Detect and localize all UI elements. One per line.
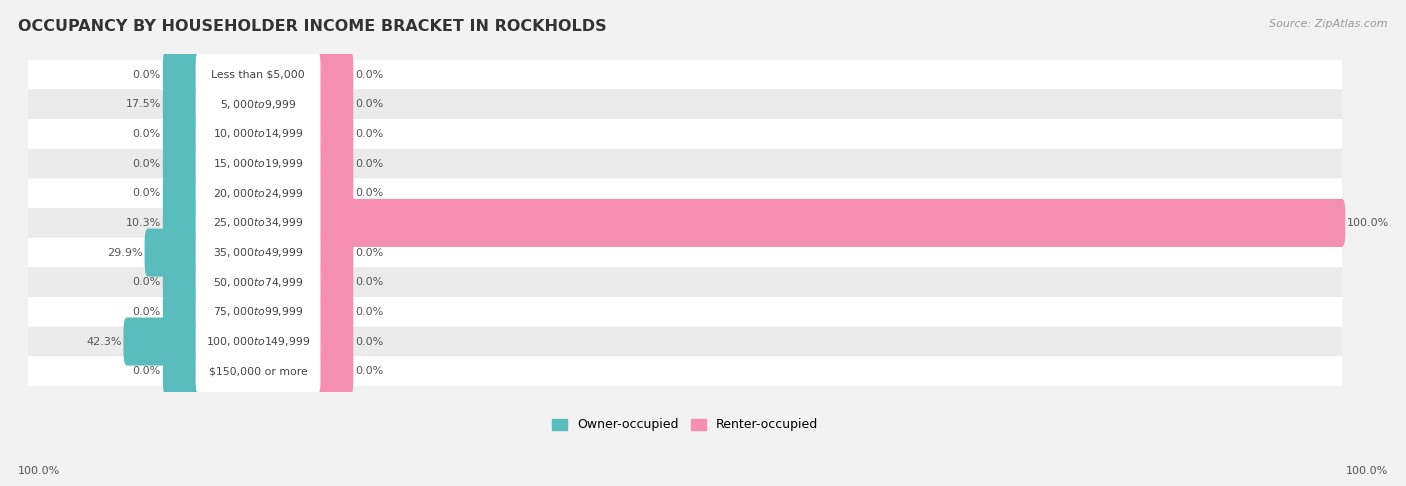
- Text: 100.0%: 100.0%: [1346, 466, 1388, 476]
- FancyBboxPatch shape: [28, 119, 1341, 149]
- FancyBboxPatch shape: [314, 139, 353, 188]
- Text: $25,000 to $34,999: $25,000 to $34,999: [212, 216, 304, 229]
- Text: 0.0%: 0.0%: [356, 336, 384, 347]
- FancyBboxPatch shape: [124, 317, 202, 365]
- Text: 29.9%: 29.9%: [107, 247, 142, 258]
- FancyBboxPatch shape: [195, 169, 321, 217]
- Text: 42.3%: 42.3%: [86, 336, 121, 347]
- Text: 0.0%: 0.0%: [132, 277, 160, 287]
- Text: $100,000 to $149,999: $100,000 to $149,999: [205, 335, 311, 348]
- FancyBboxPatch shape: [195, 347, 321, 395]
- Text: $50,000 to $74,999: $50,000 to $74,999: [212, 276, 304, 289]
- Text: 0.0%: 0.0%: [132, 69, 160, 80]
- FancyBboxPatch shape: [28, 297, 1341, 327]
- FancyBboxPatch shape: [314, 169, 353, 217]
- FancyBboxPatch shape: [163, 169, 202, 217]
- FancyBboxPatch shape: [314, 258, 353, 306]
- FancyBboxPatch shape: [195, 51, 321, 99]
- Text: 0.0%: 0.0%: [132, 129, 160, 139]
- Text: $75,000 to $99,999: $75,000 to $99,999: [212, 305, 304, 318]
- FancyBboxPatch shape: [163, 258, 202, 306]
- FancyBboxPatch shape: [163, 347, 202, 395]
- Text: 0.0%: 0.0%: [356, 129, 384, 139]
- FancyBboxPatch shape: [163, 139, 202, 188]
- Text: 0.0%: 0.0%: [356, 69, 384, 80]
- FancyBboxPatch shape: [314, 199, 1346, 247]
- Text: Less than $5,000: Less than $5,000: [211, 69, 305, 80]
- Text: 0.0%: 0.0%: [356, 99, 384, 109]
- FancyBboxPatch shape: [145, 228, 202, 277]
- FancyBboxPatch shape: [195, 199, 321, 247]
- Text: 10.3%: 10.3%: [125, 218, 160, 228]
- Text: OCCUPANCY BY HOUSEHOLDER INCOME BRACKET IN ROCKHOLDS: OCCUPANCY BY HOUSEHOLDER INCOME BRACKET …: [18, 19, 607, 35]
- FancyBboxPatch shape: [314, 317, 353, 365]
- FancyBboxPatch shape: [314, 80, 353, 128]
- Text: 0.0%: 0.0%: [132, 307, 160, 317]
- FancyBboxPatch shape: [28, 238, 1341, 267]
- Text: 0.0%: 0.0%: [132, 366, 160, 376]
- Text: $20,000 to $24,999: $20,000 to $24,999: [212, 187, 304, 200]
- Text: $35,000 to $49,999: $35,000 to $49,999: [212, 246, 304, 259]
- FancyBboxPatch shape: [195, 228, 321, 277]
- FancyBboxPatch shape: [195, 317, 321, 365]
- FancyBboxPatch shape: [314, 228, 353, 277]
- FancyBboxPatch shape: [163, 199, 202, 247]
- Text: 0.0%: 0.0%: [356, 366, 384, 376]
- Text: 0.0%: 0.0%: [132, 188, 160, 198]
- Text: 0.0%: 0.0%: [356, 247, 384, 258]
- Text: $150,000 or more: $150,000 or more: [208, 366, 308, 376]
- FancyBboxPatch shape: [163, 110, 202, 158]
- FancyBboxPatch shape: [314, 110, 353, 158]
- FancyBboxPatch shape: [195, 139, 321, 188]
- Text: 0.0%: 0.0%: [356, 188, 384, 198]
- FancyBboxPatch shape: [28, 60, 1341, 89]
- Text: 17.5%: 17.5%: [125, 99, 160, 109]
- Text: 100.0%: 100.0%: [1347, 218, 1389, 228]
- Text: 0.0%: 0.0%: [356, 158, 384, 169]
- FancyBboxPatch shape: [195, 258, 321, 306]
- FancyBboxPatch shape: [28, 149, 1341, 178]
- Text: 100.0%: 100.0%: [18, 466, 60, 476]
- FancyBboxPatch shape: [163, 288, 202, 336]
- FancyBboxPatch shape: [28, 178, 1341, 208]
- FancyBboxPatch shape: [195, 80, 321, 128]
- FancyBboxPatch shape: [28, 327, 1341, 356]
- FancyBboxPatch shape: [28, 89, 1341, 119]
- FancyBboxPatch shape: [163, 80, 202, 128]
- Text: 0.0%: 0.0%: [132, 158, 160, 169]
- Text: Source: ZipAtlas.com: Source: ZipAtlas.com: [1270, 19, 1388, 30]
- FancyBboxPatch shape: [28, 267, 1341, 297]
- FancyBboxPatch shape: [314, 51, 353, 99]
- FancyBboxPatch shape: [195, 288, 321, 336]
- FancyBboxPatch shape: [195, 110, 321, 158]
- FancyBboxPatch shape: [28, 208, 1341, 238]
- Text: $15,000 to $19,999: $15,000 to $19,999: [212, 157, 304, 170]
- FancyBboxPatch shape: [163, 51, 202, 99]
- FancyBboxPatch shape: [28, 356, 1341, 386]
- Text: $5,000 to $9,999: $5,000 to $9,999: [219, 98, 297, 111]
- FancyBboxPatch shape: [314, 288, 353, 336]
- FancyBboxPatch shape: [314, 347, 353, 395]
- Text: 0.0%: 0.0%: [356, 307, 384, 317]
- Text: 0.0%: 0.0%: [356, 277, 384, 287]
- Text: $10,000 to $14,999: $10,000 to $14,999: [212, 127, 304, 140]
- Legend: Owner-occupied, Renter-occupied: Owner-occupied, Renter-occupied: [547, 414, 823, 436]
